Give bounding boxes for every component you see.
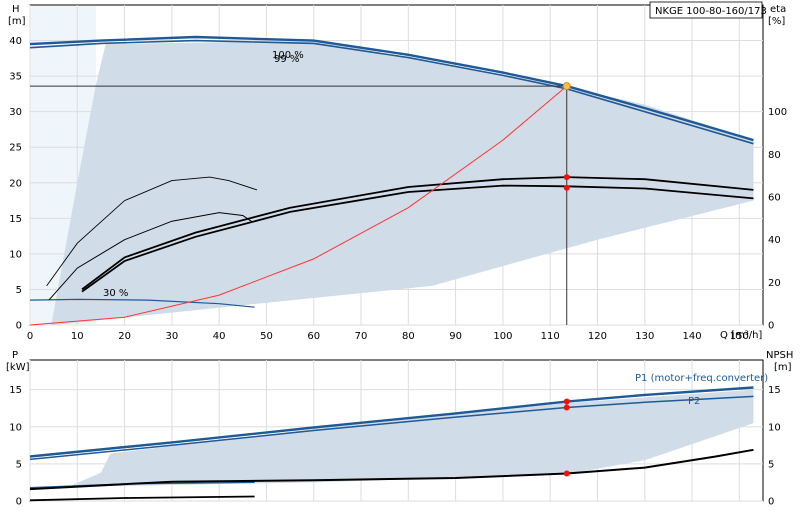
y-right-title-line1: eta (770, 4, 786, 15)
x-tick-label: 110 (541, 331, 560, 342)
y-left-tick-label: 0 (16, 321, 22, 332)
curve-eta-100- (81, 176, 754, 291)
x-tick-label: 120 (588, 331, 607, 342)
y-right-tick-label: 0 (768, 321, 774, 332)
npsh-axis-title-line1: NPSH (766, 350, 793, 361)
x-tick-label: 70 (355, 331, 368, 342)
p-tick-label: 5 (16, 459, 22, 470)
y-left-tick-label: 40 (9, 36, 22, 47)
bottom-tick-labels: 0 5 10 15 0 5 10 15 (9, 385, 780, 507)
power-duty-marker (563, 470, 570, 477)
y-left-tick-label: 20 (9, 178, 22, 189)
x-tick-label: 30 (166, 331, 179, 342)
curve-eta-60- (48, 212, 253, 301)
p-axis-title-line1: P (12, 350, 18, 361)
duty-point (562, 82, 571, 91)
p-tick-label: 10 (9, 422, 22, 433)
efficiency-duty-marker (563, 174, 570, 181)
top-tick-labels: 0 10 20 30 40 50 60 70 80 90 100 110 120 130 140 150051… (9, 36, 787, 342)
p1-label: P1 (motor+freq.converter) (635, 373, 768, 384)
power-duty-marker (563, 398, 570, 405)
npsh-tick-label: 5 (768, 459, 774, 470)
npsh-tick-label: 10 (768, 422, 781, 433)
curve-h-99- (29, 39, 754, 145)
x-tick-label: 60 (307, 331, 320, 342)
bottom-curves (29, 386, 754, 502)
x-tick-label: 140 (683, 331, 702, 342)
curve-eta-45- (46, 176, 258, 287)
power-operating-area (30, 389, 754, 488)
y-right-tick-label: 80 (768, 150, 781, 161)
npsh-tick-label: 15 (768, 385, 781, 396)
operating-area (51, 40, 754, 325)
x-tick-label: 10 (71, 331, 84, 342)
y-right-tick-label: 40 (768, 235, 781, 246)
x-tick-label: 150 (730, 331, 749, 342)
x-tick-label: 40 (213, 331, 226, 342)
y-left-tick-label: 15 (9, 214, 22, 225)
y-right-title-line2: [%] (768, 16, 785, 27)
x-tick-label: 50 (260, 331, 273, 342)
chart-title: NKGE 100-80-160/173 (655, 6, 767, 17)
p-axis-title-line2: [kW] (6, 362, 30, 373)
label-30-percent: 30 % (103, 288, 128, 299)
curve-h-100- (29, 35, 754, 142)
x-tick-label: 0 (27, 331, 33, 342)
title-box (649, 1, 763, 19)
p-tick-label: 0 (16, 497, 22, 508)
x-tick-label: 20 (118, 331, 131, 342)
y-right-tick-label: 60 (768, 193, 781, 204)
y-left-tick-label: 25 (9, 143, 22, 154)
y-right-tick-label: 100 (768, 107, 787, 118)
x-tick-label: 130 (635, 331, 654, 342)
y-right-tick-label: 20 (768, 278, 781, 289)
power-duty-marker (563, 404, 570, 411)
label-99-percent: 99 % (274, 54, 299, 65)
y-left-tick-label: 5 (16, 285, 22, 296)
npsh-tick-label: 0 (768, 497, 774, 508)
curve-system-curve (29, 85, 568, 326)
label-100-percent: 100 % (272, 50, 304, 61)
power-npsh-panel: 0 5 10 15 0 5 10 15 P [kW] NPSH [m] P1 (motor+f… (6, 350, 793, 508)
x-tick-label: 90 (449, 331, 462, 342)
p2-label: P2 (688, 396, 700, 407)
x-tick-label: 80 (402, 331, 415, 342)
npsh-axis-title-line2: [m] (774, 362, 792, 373)
y-left-title-line1: H (12, 4, 20, 15)
y-left-tick-label: 10 (9, 249, 22, 260)
top-curves (29, 35, 754, 326)
curve-npsh (29, 448, 754, 491)
y-left-tick-label: 30 (9, 107, 22, 118)
y-left-tick-label: 35 (9, 72, 22, 83)
efficiency-duty-marker (563, 184, 570, 191)
x-axis-title: Q [m³/h] (720, 330, 762, 341)
head-efficiency-panel: 0 10 20 30 40 50 60 70 80 90 100 110 120 130 140 150051… (8, 1, 787, 342)
curve-npsh-low (29, 495, 255, 502)
y-left-title-line2: [m] (8, 16, 26, 27)
curve-p1 (29, 386, 754, 458)
curve-eta-99- (81, 184, 754, 293)
p-tick-label: 15 (9, 385, 22, 396)
x-tick-label: 100 (493, 331, 512, 342)
curve-h-30- (29, 298, 255, 308)
curve-p2 (29, 395, 754, 461)
